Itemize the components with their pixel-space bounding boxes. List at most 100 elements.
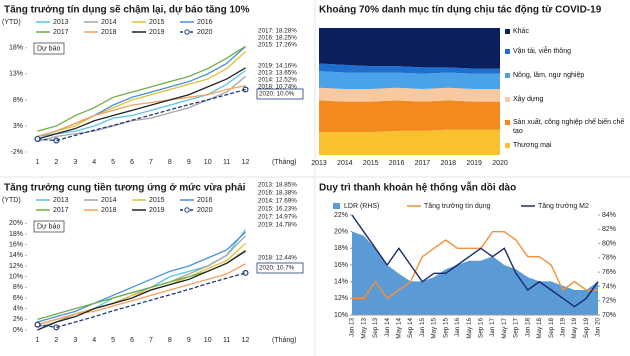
legend-label: 2014 <box>101 19 117 26</box>
legend-label: Khác <box>513 28 529 35</box>
x-tick-label: 6 <box>130 159 134 166</box>
y-tick-label: 10% <box>334 312 348 319</box>
area-band <box>319 28 500 69</box>
y2-tick-label: 82% <box>602 226 616 233</box>
x-axis-label: (Tháng) <box>272 159 297 166</box>
annotation: 2015: 17.26% <box>258 42 297 49</box>
x-tick-label: May 18 <box>536 318 543 339</box>
y2-tick-label: 84% <box>602 212 616 219</box>
x-tick-label: 12 <box>242 337 250 344</box>
y-tick-label: 2% <box>13 316 23 323</box>
x-tick-label: 12 <box>242 159 250 166</box>
y2-tick-label: 78% <box>602 255 616 262</box>
annotation: 2013: 18.85% <box>258 182 297 189</box>
y-tick-label: 20% <box>334 229 348 236</box>
series-line <box>37 75 246 143</box>
y-tick-label: 18% <box>334 245 348 252</box>
x-tick-label: Sep 14 <box>407 318 414 338</box>
annotation: 2014: 17.69% <box>258 198 297 205</box>
series-line <box>37 84 246 137</box>
area-band <box>319 71 500 89</box>
x-tick-label: 2020 <box>492 160 508 167</box>
legend-label: Tăng trưởng M2 <box>538 202 589 210</box>
legend-label: 2013 <box>53 197 69 204</box>
annotation: 2016: 18.38% <box>258 190 297 197</box>
y-tick-label: 10% <box>9 274 23 281</box>
series-line <box>37 67 246 140</box>
legend-label: Dự báo <box>37 223 60 230</box>
y-tick-label: 12% <box>9 263 23 270</box>
series-area <box>352 231 598 315</box>
legend-label: Nông, lâm, ngư nghiệp <box>513 72 585 79</box>
series-line <box>37 231 246 323</box>
x-tick-label: Sep 13 <box>372 318 379 338</box>
annotation: 2018: 12.44% <box>258 255 297 262</box>
x-tick-label: Jan 16 <box>454 318 461 337</box>
x-tick-label: 7 <box>149 337 153 344</box>
x-tick-label: May 16 <box>466 318 473 339</box>
annotation: 2016: 18.25% <box>258 35 297 42</box>
annotation: 2017: 18.28% <box>258 28 297 35</box>
y-tick-label: 14% <box>9 252 23 259</box>
x-tick-label: 2016 <box>389 160 405 167</box>
legend-label: Xây dựng <box>513 96 544 103</box>
series-line <box>56 272 246 328</box>
legend-label: Vận tải, viễn thông <box>513 48 571 55</box>
legend-label: 2017 <box>53 207 69 214</box>
x-tick-label: 7 <box>149 159 153 166</box>
legend-label: 2019 <box>149 29 165 36</box>
highlight-box <box>256 262 304 274</box>
legend-label: 2020 <box>197 29 213 36</box>
chart-title: Duy trì thanh khoản hệ thống vẫn dồi dào <box>319 181 516 194</box>
area-band <box>319 87 500 102</box>
chart-title: Tăng trưởng tín dụng sẽ chậm lại, dự báo… <box>4 5 250 16</box>
legend-box <box>33 220 65 233</box>
highlight: 2020; 10.0% <box>259 91 295 98</box>
x-tick-label: May 14 <box>396 318 403 339</box>
legend-label: 2017 <box>53 29 69 36</box>
y2-tick-label: 80% <box>602 240 616 247</box>
x-tick-label: 2 <box>54 159 58 166</box>
area-band <box>319 129 500 155</box>
legend-label: Tăng trưởng tín dụng <box>424 202 491 210</box>
series-line <box>37 249 246 320</box>
y-axis-label: (YTD) <box>2 197 21 204</box>
series-line <box>351 214 599 308</box>
y-tick-label: 16% <box>9 242 23 249</box>
x-tick-label: Jan 14 <box>384 318 391 337</box>
x-tick-label: May 17 <box>501 318 508 339</box>
x-tick-label: Jan 18 <box>524 318 531 337</box>
y2-tick-label: 74% <box>602 283 616 290</box>
x-tick-label: Jan 17 <box>489 318 496 337</box>
legend-label: Sản xuất, công nghiệp chế biến chế tạo <box>513 119 625 135</box>
y-tick-label: 18% <box>9 231 23 238</box>
y-tick-label: 18% <box>9 45 23 52</box>
point <box>34 135 41 142</box>
y2-tick-label: 70% <box>602 312 616 319</box>
legend-label: Thương mại <box>513 142 552 149</box>
annotation: 2014: 12.52% <box>258 77 297 84</box>
legend-label: 2016 <box>197 19 213 26</box>
annotation: 2019: 14.78% <box>258 222 297 229</box>
x-tick-label: 5 <box>111 337 115 344</box>
x-tick-label: 11 <box>223 159 230 166</box>
x-tick-label: 5 <box>111 159 115 166</box>
x-tick-label: Sep 18 <box>548 318 555 338</box>
highlight-box <box>256 88 304 100</box>
y-tick-label: 6% <box>13 295 23 302</box>
chart-title: Khoảng 70% danh mục tín dụng chịu tác độ… <box>319 5 602 16</box>
x-tick-label: 1 <box>36 159 40 166</box>
highlight: 2020; 10.7% <box>259 265 295 272</box>
legend-swatch <box>505 120 510 125</box>
x-tick-label: 4 <box>92 337 96 344</box>
legend-swatch <box>333 203 340 209</box>
y-tick-label: 14% <box>334 279 348 286</box>
legend-label: 2019 <box>149 207 165 214</box>
x-tick-label: 2013 <box>311 160 327 167</box>
area-band <box>319 100 500 133</box>
y-tick-label: 4% <box>13 306 23 313</box>
x-tick-label: 3 <box>73 159 77 166</box>
x-tick-label: 2018 <box>440 160 456 167</box>
x-tick-label: 2015 <box>363 160 379 167</box>
point <box>242 269 249 276</box>
